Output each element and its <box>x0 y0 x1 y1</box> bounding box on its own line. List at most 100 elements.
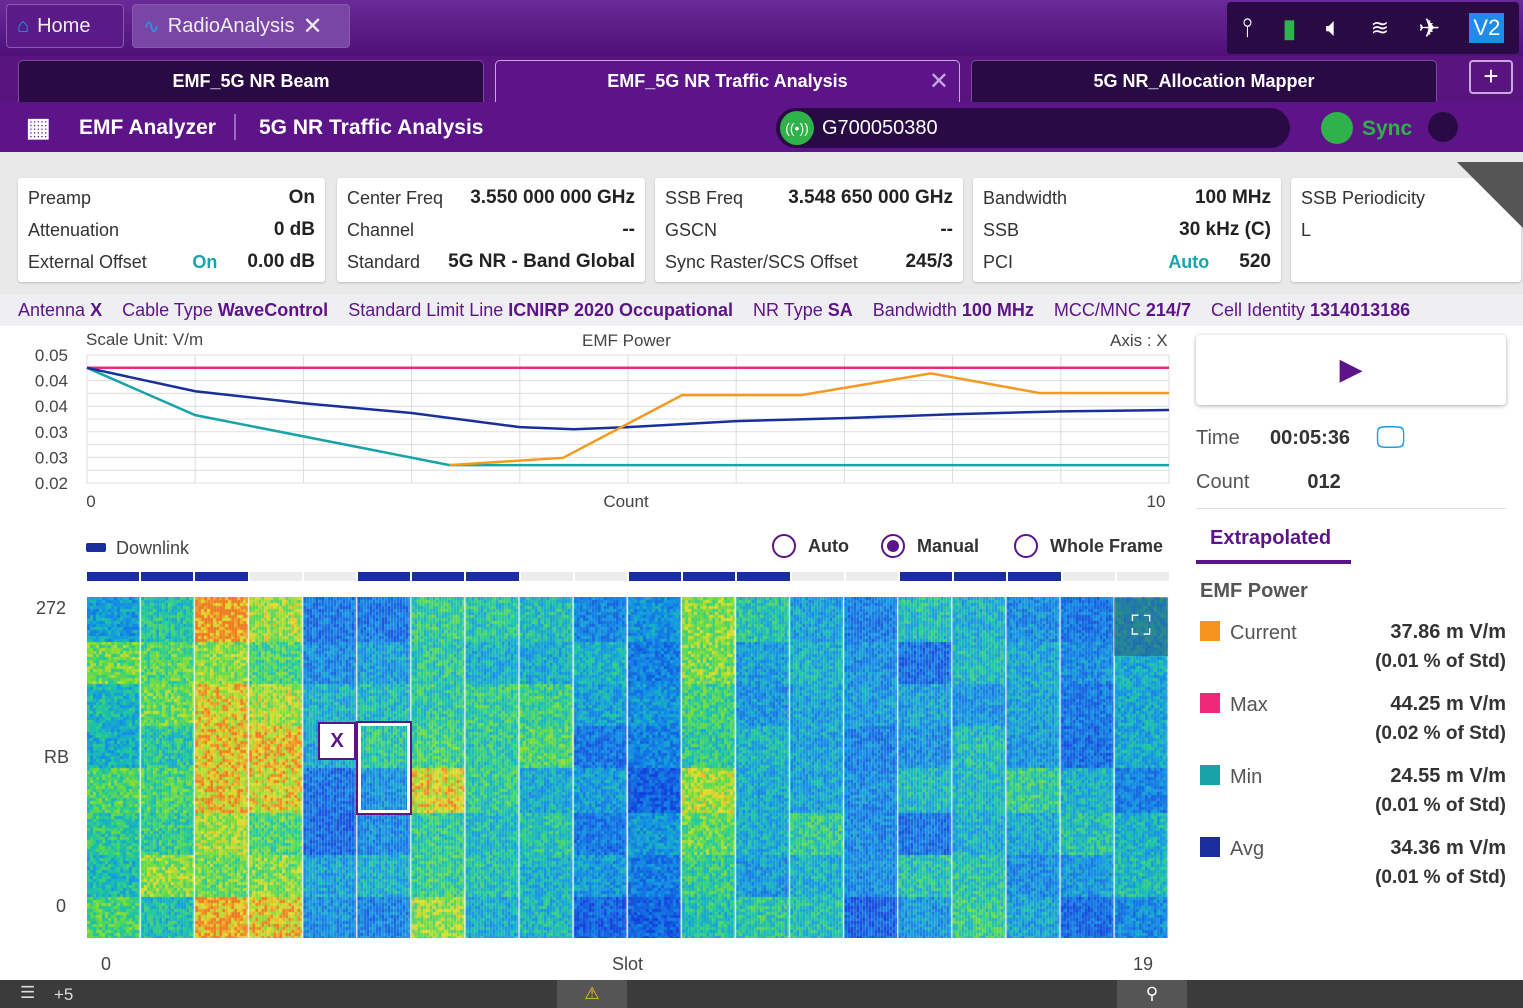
downlink-slot <box>141 572 194 581</box>
settings-card[interactable]: SSB Freq 3.548 650 000 GHz GSCN -- Sync Rast… <box>655 178 963 282</box>
fullscreen-icon[interactable]: ⛶ <box>1114 598 1168 656</box>
legend-value: 34.36 m V/m <box>1390 837 1506 859</box>
setting-value: 0 dB <box>273 219 315 240</box>
downlink-slot <box>900 572 953 581</box>
legend-value: 44.25 m V/m <box>1390 693 1506 715</box>
battery-charging-icon[interactable]: ▮ <box>1282 12 1297 43</box>
collapse-panel-icon[interactable] <box>1457 162 1523 228</box>
radioanalysis-tab[interactable]: ∿ RadioAnalysis ✕ <box>132 4 350 48</box>
setting-label: GSCN <box>665 219 718 240</box>
setting-row: Standard 5G NR - Band Global <box>347 246 635 278</box>
parameter-label: Bandwidth <box>872 299 957 320</box>
emf-power-chart: 0.05 0.04 0.04 0.03 0.03 0.02 0 10 Count <box>35 346 1170 511</box>
grid-menu-icon[interactable]: ▦ <box>26 112 51 142</box>
setting-value: 30 kHz (C) <box>1179 219 1271 240</box>
parameter-item: Cell Identity 1314013186 <box>1211 300 1410 321</box>
downlink-slot <box>358 572 411 581</box>
mode-name: 5G NR Traffic Analysis <box>259 116 484 139</box>
slot-min: 0 <box>101 954 112 974</box>
warning-icon[interactable]: ⚠ <box>557 980 627 1008</box>
setting-row: Center Freq 3.550 000 000 GHz <box>347 182 635 214</box>
tab-traffic-analysis[interactable]: EMF_5G NR Traffic Analysis ✕ <box>495 60 960 102</box>
rb-max: 272 <box>36 598 67 618</box>
location-icon[interactable]: ⚲ <box>1117 980 1187 1008</box>
marker-x[interactable]: X <box>318 722 356 760</box>
selection-box[interactable] <box>356 721 412 815</box>
setting-label: Attenuation <box>28 219 120 240</box>
close-tab-icon[interactable]: ✕ <box>928 68 949 95</box>
parameter-value: 100 MHz <box>961 299 1034 320</box>
status-dot-icon <box>1428 112 1458 142</box>
add-tab-button[interactable]: + <box>1469 60 1513 94</box>
y-tick-label: 0.02 <box>35 474 68 493</box>
antenna-signal-icon: ((•)) <box>780 111 814 145</box>
count-label: Count <box>1196 471 1250 493</box>
setting-label: L <box>1301 219 1312 240</box>
parameter-value: ICNIRP 2020 Occupational <box>508 299 734 320</box>
radio-circle <box>772 534 796 558</box>
divider <box>234 114 236 140</box>
time-value: 00:05:36 <box>1270 427 1351 449</box>
setting-row: External Offset On 0.00 dB <box>28 246 315 278</box>
radio-auto[interactable]: Auto <box>772 534 849 558</box>
screen-share-icon[interactable]: 🖵︎ <box>1376 421 1405 454</box>
setting-row: Sync Raster/SCS Offset 245/3 <box>665 246 953 278</box>
tab-emf-beam[interactable]: EMF_5G NR Beam <box>18 60 484 102</box>
downlink-slot <box>791 572 844 581</box>
parameter-label: Cable Type <box>122 299 213 320</box>
y-tick-label: 0.03 <box>35 423 68 442</box>
notifications-icon[interactable]: ☰ <box>20 983 36 1002</box>
play-button[interactable]: ▶ <box>1196 335 1506 405</box>
home-tab[interactable]: ⌂ Home <box>6 4 124 48</box>
scale-unit: Scale Unit: V/m <box>86 330 204 349</box>
y-tick-label: 0.05 <box>35 346 68 365</box>
setting-label: SSB Periodicity <box>1301 187 1426 208</box>
legend-label: Avg <box>1230 838 1265 860</box>
legend-label: Min <box>1230 766 1263 788</box>
settings-card[interactable]: Preamp On Attenuation 0 dB External Offset On… <box>18 178 325 282</box>
downlink-slot <box>303 572 357 581</box>
radio-circle <box>1014 534 1038 558</box>
spectrogram[interactable] <box>87 597 1169 938</box>
tab-allocation-mapper[interactable]: 5G NR_Allocation Mapper <box>971 60 1437 102</box>
setting-mode: Auto <box>1168 251 1210 272</box>
wifi-icon[interactable]: ≋ <box>1370 15 1390 40</box>
setting-label: Preamp <box>28 187 92 208</box>
tab-extrapolated[interactable]: Extrapolated <box>1196 527 1351 564</box>
setting-row: GSCN -- <box>665 214 953 246</box>
setting-row: PCI Auto 520 <box>983 246 1271 278</box>
radio-whole-frame[interactable]: Whole Frame <box>1014 534 1163 558</box>
device-selector[interactable]: ((•)) G700050380 <box>776 108 1290 148</box>
legend-label: Max <box>1230 694 1268 716</box>
downlink-slot <box>683 572 736 581</box>
series-line-current <box>449 372 1169 467</box>
setting-row: Preamp On <box>28 182 315 214</box>
slot-axis-label: Slot <box>612 954 644 974</box>
close-icon[interactable]: ✕ <box>302 12 323 40</box>
vnc-icon[interactable]: V2 <box>1469 13 1505 43</box>
radio-manual[interactable]: Manual <box>881 534 979 558</box>
speaker-icon[interactable]: 🔈︎ <box>1325 12 1342 42</box>
legend-label: Current <box>1230 622 1297 644</box>
legend-item-min: Min 24.55 m V/m (0.01 % of Std) <box>1200 765 1506 817</box>
parameter-label: NR Type <box>753 299 823 320</box>
rb-axis-label: RB <box>44 747 70 767</box>
setting-row: SSB Periodicity <box>1301 182 1511 214</box>
settings-card[interactable]: Bandwidth 100 MHz SSB 30 kHz (C) PCI Auto 520 <box>973 178 1281 282</box>
downlink-slot <box>574 572 628 581</box>
parameter-item: NR Type SA <box>753 300 853 321</box>
parameter-label: MCC/MNC <box>1053 299 1141 320</box>
legend-percent: (0.01 % of Std) <box>1375 795 1506 816</box>
legend-value: 37.86 m V/m <box>1390 621 1506 643</box>
x-tick-label: 0 <box>86 492 95 511</box>
system-tray: ⫯ ▮ 🔈︎ ≋ ✈︎ V2 <box>1227 2 1519 54</box>
setting-value: 0.00 dB <box>247 251 315 272</box>
legend-item-avg: Avg 34.36 m V/m (0.01 % of Std) <box>1200 837 1506 889</box>
satellite-sync-icon[interactable]: ✈︎ <box>1418 12 1441 43</box>
parameter-label: Standard Limit Line <box>348 299 504 320</box>
legend-swatch-icon <box>1200 765 1220 785</box>
legend-swatch-icon <box>1200 621 1220 641</box>
settings-card[interactable]: Center Freq 3.550 000 000 GHz Channel -- Sta… <box>337 178 645 282</box>
probe-icon[interactable]: ⫯ <box>1241 12 1253 42</box>
y-tick-label: 0.04 <box>35 397 68 416</box>
